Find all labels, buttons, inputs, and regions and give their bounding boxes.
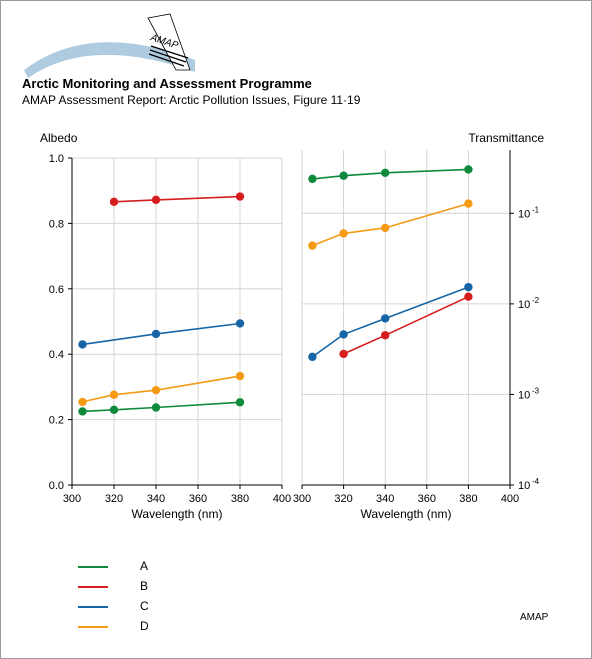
y-tick-exponent: -3 [532, 386, 540, 395]
x-tick-label: 380 [459, 493, 477, 505]
x-tick-label: 380 [231, 493, 249, 505]
logo-line [149, 49, 187, 63]
data-point-D [235, 371, 245, 381]
x-tick-label: 300 [63, 493, 81, 505]
data-point-A [235, 398, 245, 407]
amap-logo: AMAP [24, 13, 195, 78]
legend-item: B [78, 579, 198, 594]
data-point-B [235, 192, 245, 201]
data-point-A [151, 403, 161, 412]
y-axis-label: Transmittance [468, 131, 544, 145]
data-point-D [308, 241, 317, 250]
y-tick-label: 0.2 [49, 415, 64, 427]
y-tick-label: 10 [518, 299, 530, 311]
x-tick-label: 340 [147, 493, 165, 505]
x-tick-label: 320 [334, 493, 352, 505]
y-tick-label: 0.0 [49, 480, 64, 492]
y-tick-label: 10 [518, 208, 530, 220]
legend-item: A [78, 559, 198, 574]
y-tick-exponent: -4 [532, 477, 540, 486]
x-axis-label: Wavelength (nm) [132, 507, 223, 521]
x-tick-label: 320 [105, 493, 123, 505]
y-tick-label: 10 [518, 480, 530, 492]
x-tick-label: 400 [501, 493, 519, 505]
data-point-D [109, 390, 119, 399]
data-point-C [381, 314, 390, 323]
y-tick-label: 10 [518, 389, 530, 401]
y-axis-label: Albedo [40, 131, 78, 145]
logo-line [150, 45, 189, 59]
data-point-B [151, 195, 161, 205]
series-line-D [82, 375, 241, 403]
legend-label: D [140, 619, 149, 633]
data-point-B [464, 292, 473, 301]
data-point-C [339, 330, 348, 339]
legend-label: B [140, 579, 149, 593]
y-tick-label: 0.6 [49, 284, 64, 296]
data-point-C [151, 329, 161, 339]
x-axis-label: Wavelength (nm) [361, 507, 452, 521]
y-tick-label: 0.4 [49, 349, 64, 361]
y-tick-label: 1.0 [49, 153, 64, 165]
series-line-A [82, 401, 241, 413]
data-point-A [339, 171, 348, 180]
legend-swatch [78, 626, 108, 628]
y-tick-exponent: -2 [532, 296, 540, 305]
x-tick-label: 400 [273, 493, 291, 505]
data-point-C [78, 340, 87, 349]
y-tick-exponent: -1 [532, 205, 540, 214]
series-line-C [311, 286, 469, 358]
data-point-A [109, 405, 119, 414]
data-point-D [464, 199, 473, 208]
data-point-A [381, 168, 390, 178]
data-point-B [339, 349, 348, 359]
data-point-D [381, 223, 390, 233]
logo-slash [147, 13, 191, 71]
data-point-A [464, 165, 473, 174]
legend-label: A [140, 559, 149, 573]
logo-line [148, 53, 185, 67]
x-tick-label: 360 [189, 493, 207, 505]
series-line-B [113, 195, 241, 203]
data-point-A [78, 407, 87, 416]
data-point-C [308, 352, 317, 362]
x-tick-label: 300 [293, 493, 311, 505]
y-tick-label: 0.8 [49, 218, 64, 230]
series-line-A [312, 168, 469, 180]
legend-item: D [78, 619, 198, 634]
data-point-A [308, 174, 317, 184]
x-tick-label: 360 [418, 493, 436, 505]
data-point-C [464, 282, 473, 292]
legend-label: C [140, 599, 149, 613]
data-point-D [78, 397, 87, 407]
x-tick-label: 340 [376, 493, 394, 505]
report-subtitle: AMAP Assessment Report: Arctic Pollution… [22, 93, 361, 107]
amap-credit: AMAP [520, 612, 549, 623]
org-title: Arctic Monitoring and Assessment Program… [22, 76, 312, 91]
series-line-D [312, 202, 469, 247]
data-point-B [109, 197, 119, 207]
data-point-D [151, 385, 161, 395]
legend-item: C [78, 599, 198, 614]
legend-swatch [78, 586, 108, 588]
series-line-B [343, 295, 469, 355]
data-point-C [235, 319, 245, 328]
legend-swatch [78, 566, 108, 568]
data-point-D [339, 229, 348, 238]
legend-swatch [78, 606, 108, 608]
series-line-C [82, 322, 241, 346]
data-point-B [381, 331, 390, 340]
